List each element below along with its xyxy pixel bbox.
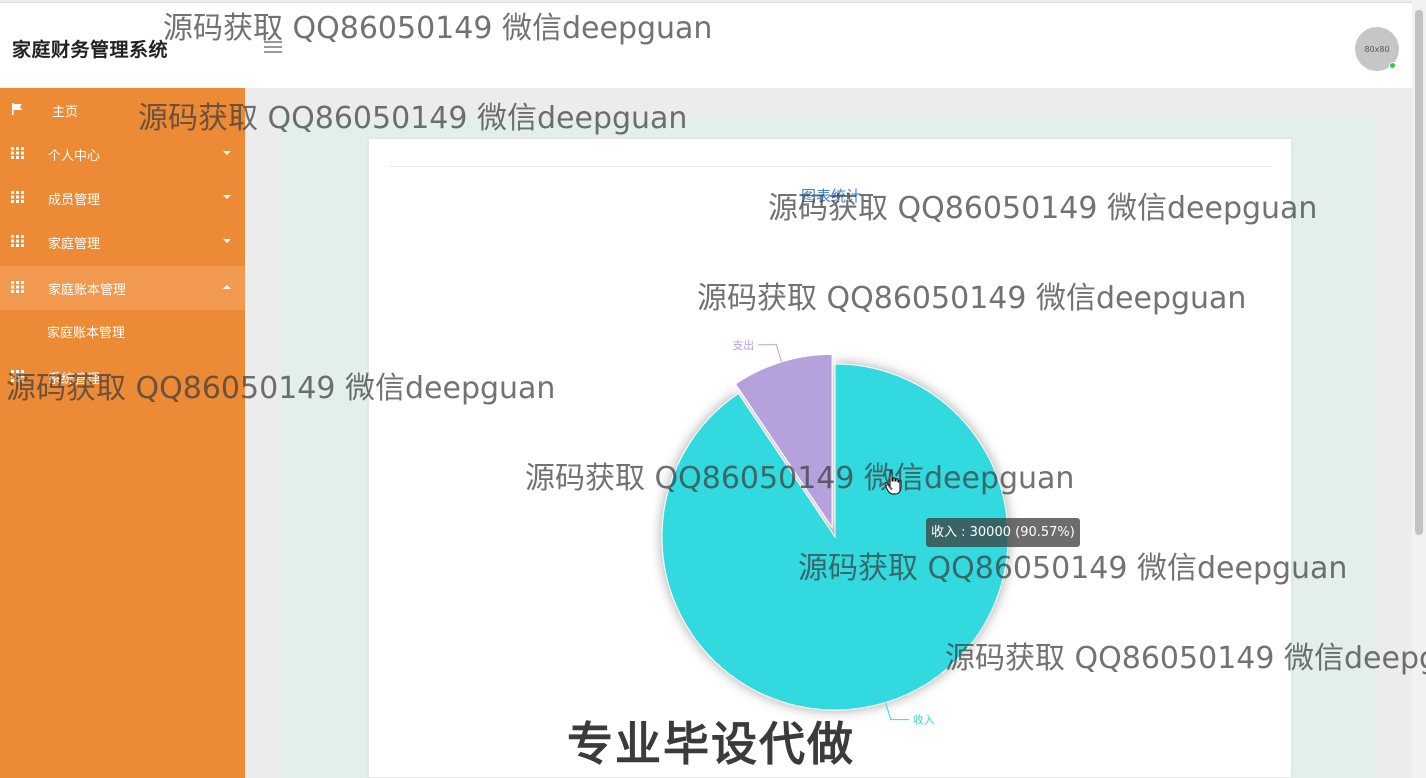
scrollbar-thumb[interactable] [1415, 10, 1423, 535]
page-scrollbar[interactable] [1412, 0, 1426, 778]
pie-label-0: 收入 [913, 713, 935, 727]
sidebar-item-label: 家庭管理 [48, 237, 101, 252]
sidebar-item-home[interactable]: 主页 [0, 88, 245, 132]
avatar[interactable]: 80x80 [1355, 27, 1399, 71]
pie-slice-1[interactable] [734, 353, 833, 530]
grid-icon [11, 235, 24, 247]
grid-icon [11, 281, 24, 293]
flag-icon [12, 103, 22, 115]
sidebar-item-label: 主页 [52, 105, 79, 120]
sidebar-item-system-management[interactable]: 系统管理 [0, 355, 245, 399]
pie-label-line-1 [758, 344, 783, 363]
chart-tooltip: 收入 : 30000 (90.57%) [926, 518, 1080, 547]
pie-slice-0[interactable] [661, 363, 1009, 711]
menu-toggle-icon[interactable] [264, 41, 282, 55]
grid-icon [11, 191, 24, 203]
sidebar-item-label: 系统管理 [48, 372, 101, 387]
chevron-down-icon [223, 195, 231, 199]
promo-banner-text: 专业毕设代做 [567, 717, 855, 771]
online-status-dot [1389, 62, 1396, 69]
grid-icon [11, 370, 24, 382]
sidebar-item-personal-center[interactable]: 个人中心 [0, 132, 245, 176]
sidebar-item-label: 成员管理 [48, 193, 101, 208]
avatar-placeholder-text: 80x80 [1364, 44, 1390, 54]
hand-cursor-icon [884, 470, 902, 495]
chevron-up-icon [223, 285, 231, 289]
app-title: 家庭财务管理系统 [12, 39, 169, 61]
sidebar: 主页 个人中心 成员管理 家庭管理 家庭账本管理 家庭账本管理 系统管 [0, 88, 245, 778]
pie-label-1: 支出 [732, 338, 754, 352]
grid-icon [11, 147, 24, 159]
sidebar-item-label: 个人中心 [48, 149, 101, 164]
sidebar-item-label: 家庭账本管理 [48, 283, 127, 298]
sidebar-subitem-ledger-management[interactable]: 家庭账本管理 [0, 311, 245, 351]
card-title: 图表统计 [800, 187, 861, 205]
pie-label-line-0 [885, 702, 909, 721]
sidebar-item-member-management[interactable]: 成员管理 [0, 176, 245, 220]
card-divider [389, 166, 1272, 167]
sidebar-subitem-label: 家庭账本管理 [47, 326, 126, 341]
sidebar-item-family-management[interactable]: 家庭管理 [0, 220, 245, 264]
chevron-down-icon [223, 239, 231, 243]
top-header: 家庭财务管理系统 80x80 [0, 2, 1412, 88]
sidebar-item-ledger-management[interactable]: 家庭账本管理 [0, 266, 245, 310]
chevron-down-icon [223, 151, 231, 155]
